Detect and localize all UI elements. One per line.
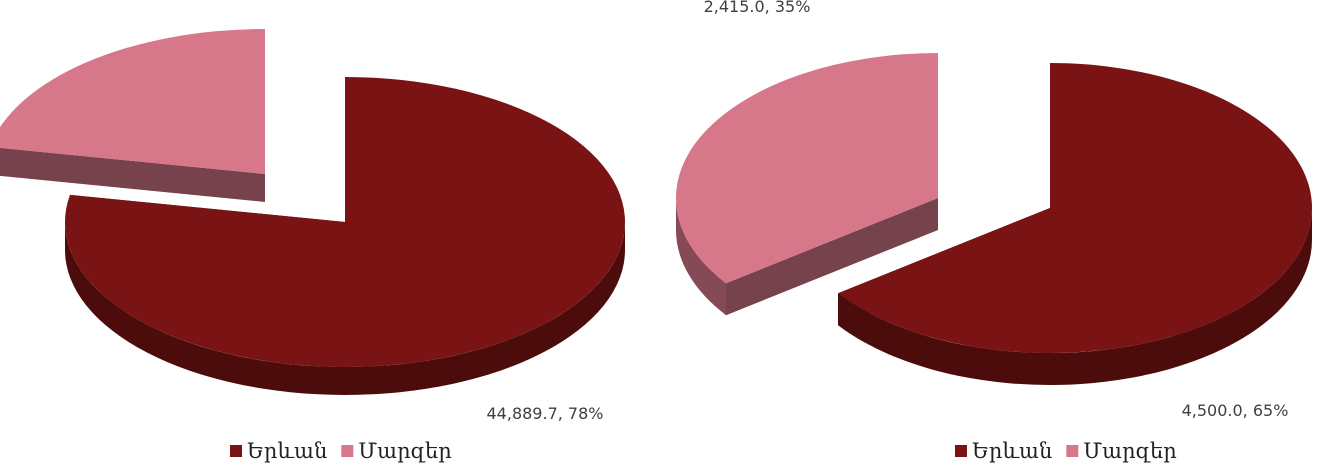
legend-entry: Երևան — [247, 439, 327, 463]
pie-slice-2-2-side-wall — [726, 198, 938, 316]
pie-slice-2-1-outer-wall — [838, 208, 1312, 386]
legend-swatch — [955, 445, 967, 457]
pie-slice — [676, 53, 938, 316]
pie-chart-1: 44,889.7, 78% Երևան Մարզեր — [0, 29, 626, 463]
pie-slice-1-2-side-wall — [0, 147, 265, 202]
legend-entry: Երևան — [972, 439, 1052, 463]
data-label: 4,500.0, 65% — [1182, 401, 1289, 420]
data-label: 2,415.0, 35% — [704, 0, 811, 16]
pie-slice-1-2-top — [0, 29, 265, 174]
pie-slice-2-1-top — [838, 63, 1312, 354]
pie-slice — [65, 77, 626, 395]
pie-slice-1-1-top — [65, 77, 626, 367]
legend: Երևան Մարզեր — [230, 439, 452, 463]
data-label: 44,889.7, 78% — [487, 404, 604, 423]
legend: Երևան Մարզեր — [955, 439, 1177, 463]
legend-swatch — [341, 445, 354, 457]
legend-entry: Մարզեր — [358, 439, 451, 463]
pie-slice — [838, 63, 1312, 386]
pie-slice-2-2-outer-wall — [676, 198, 727, 316]
pie-slice-1-1-outer-wall — [65, 222, 625, 395]
legend-entry: Մարզեր — [1083, 439, 1176, 463]
pie-chart-2: 4,500.0, 65% 2,415.0, 35% Երևան Մարզեր — [676, 0, 1312, 463]
legend-swatch — [230, 445, 242, 457]
legend-swatch — [1066, 445, 1079, 457]
pie-slice — [0, 29, 265, 202]
pie-slice-2-2-top — [676, 53, 938, 284]
